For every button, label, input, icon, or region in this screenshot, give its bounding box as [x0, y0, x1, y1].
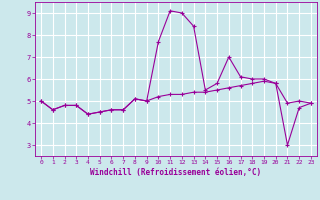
X-axis label: Windchill (Refroidissement éolien,°C): Windchill (Refroidissement éolien,°C)	[91, 168, 261, 177]
